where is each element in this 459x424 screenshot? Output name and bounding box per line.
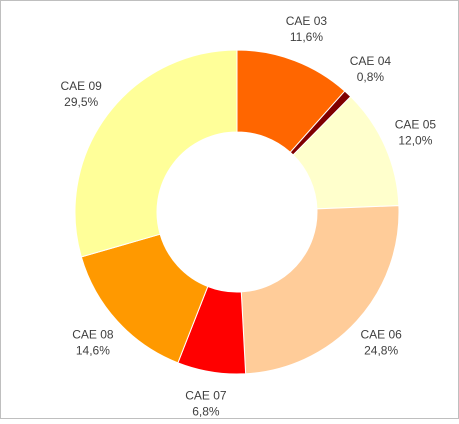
slice-value-label: 14,6%: [76, 344, 110, 358]
slice-value-label: 11,6%: [290, 30, 323, 44]
donut-slice: [240, 205, 400, 375]
slice-value-label: 24,8%: [364, 344, 398, 358]
slice-value-label: 6,8%: [192, 405, 220, 419]
slice-value-label: 29,5%: [64, 95, 98, 109]
donut-slice: [74, 49, 238, 258]
slice-category-label: CAE 07: [185, 389, 227, 403]
slice-value-label: 12,0%: [398, 133, 432, 147]
slice-category-label: CAE 05: [395, 117, 437, 131]
slice-category-label: CAE 04: [350, 54, 392, 68]
slice-category-label: CAE 03: [286, 14, 328, 28]
slice-category-label: CAE 09: [60, 79, 102, 93]
slice-category-label: CAE 06: [360, 328, 402, 342]
slice-category-label: CAE 08: [72, 328, 114, 342]
slice-value-label: 0,8%: [357, 70, 385, 84]
